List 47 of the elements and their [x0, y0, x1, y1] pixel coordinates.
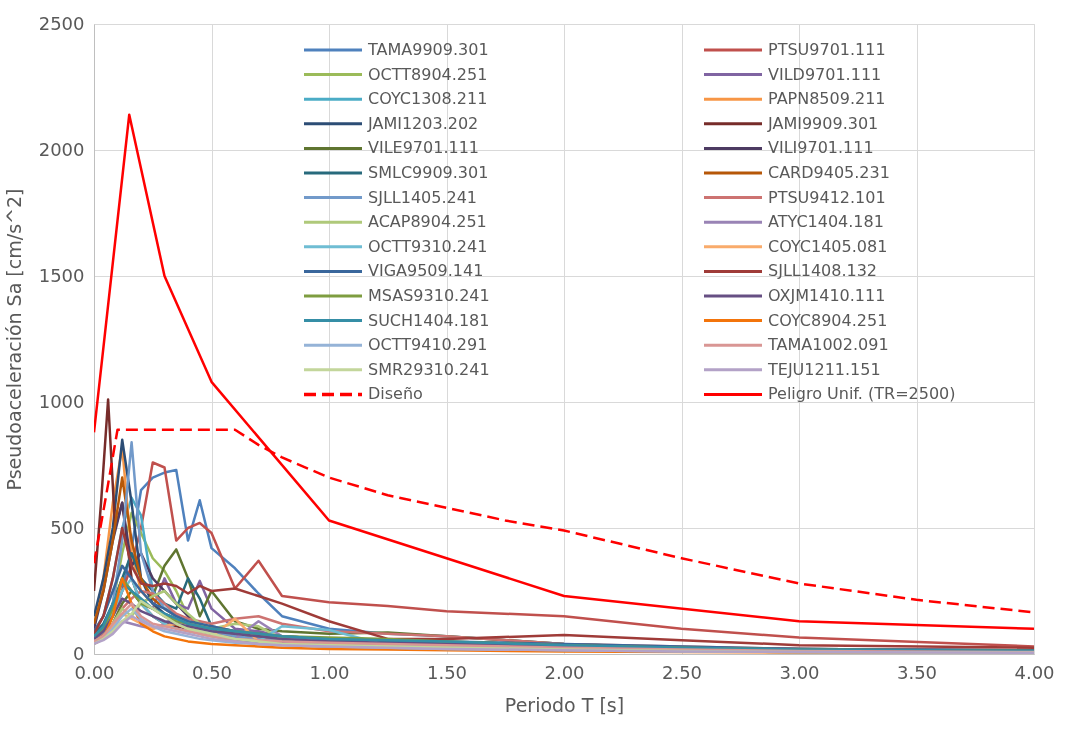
legend-label: OCTT9310.241: [368, 236, 488, 256]
x-tick-label: 1.00: [309, 661, 350, 683]
x-tick-label: 0.50: [191, 661, 233, 683]
legend-label: PAPN8509.211: [768, 89, 886, 109]
y-tick-label: 2000: [38, 138, 85, 160]
legend-label: TAMA1002.091: [767, 335, 889, 355]
y-tick-label: 0: [73, 642, 85, 664]
legend-label: OCTT9410.291: [368, 335, 488, 355]
legend-label: PTSU9412.101: [768, 187, 886, 207]
legend-label: JAMI1203.202: [367, 113, 479, 133]
legend-label: COYC8904.251: [768, 310, 888, 330]
y-tick-label: 500: [50, 516, 85, 538]
legend-label: SJLL1405.241: [368, 187, 478, 207]
legend-label: Diseño: [368, 384, 423, 404]
x-tick-label: 3.00: [779, 661, 820, 683]
legend-label: VILE9701.111: [368, 138, 480, 158]
legend-label: Peligro Unif. (TR=2500): [768, 384, 956, 404]
x-tick-label: 0.00: [74, 661, 115, 683]
legend-label: SMLC9909.301: [368, 163, 489, 182]
legend-label: OCTT8904.251: [368, 64, 488, 84]
x-axis-title: Periodo T [s]: [504, 693, 625, 716]
x-tick-label: 2.50: [661, 661, 703, 683]
x-tick-label: 3.50: [896, 661, 938, 683]
legend-label: CARD9405.231: [768, 163, 890, 182]
legend-label: TAMA9909.301: [367, 40, 489, 59]
legend-label: SJLL1408.132: [768, 261, 878, 281]
y-tick-label: 1000: [38, 390, 85, 412]
legend-label: VILI9701.111: [768, 138, 874, 158]
legend-label: SMR29310.241: [368, 359, 490, 379]
legend-label: SUCH1404.181: [368, 310, 490, 330]
legend-label: PTSU9701.111: [768, 40, 886, 59]
legend-label: COYC1308.211: [368, 89, 488, 109]
legend-label: ACAP8904.251: [368, 212, 487, 232]
legend-label: MSAS9310.241: [368, 286, 490, 305]
legend-label: VIGA9509.141: [368, 261, 484, 281]
x-tick-label: 4.00: [1014, 661, 1055, 683]
y-tick-label: 2500: [38, 12, 85, 34]
legend-label: TEJU1211.151: [767, 359, 881, 379]
legend-label: OXJM1410.111: [768, 286, 886, 305]
y-axis-title: Pseudoaceleración Sa [cm/s^2]: [2, 188, 25, 491]
legend-label: COYC1405.081: [768, 236, 888, 256]
legend-label: JAMI9909.301: [767, 113, 879, 133]
x-tick-label: 2.00: [544, 661, 585, 683]
y-tick-label: 1500: [38, 264, 85, 286]
legend-label: VILD9701.111: [768, 64, 882, 84]
legend-label: ATYC1404.181: [768, 212, 884, 232]
x-tick-label: 1.50: [426, 661, 468, 683]
